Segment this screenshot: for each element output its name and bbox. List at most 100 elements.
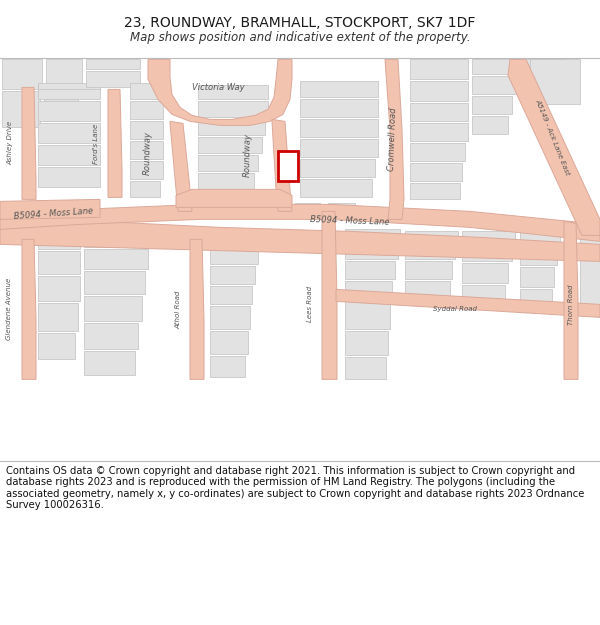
Polygon shape bbox=[84, 296, 142, 321]
Polygon shape bbox=[336, 289, 600, 318]
Polygon shape bbox=[322, 211, 337, 379]
Polygon shape bbox=[38, 168, 100, 187]
Polygon shape bbox=[525, 59, 565, 69]
Polygon shape bbox=[38, 146, 100, 166]
Text: Map shows position and indicative extent of the property.: Map shows position and indicative extent… bbox=[130, 31, 470, 44]
Polygon shape bbox=[84, 351, 135, 376]
Polygon shape bbox=[84, 229, 148, 248]
Polygon shape bbox=[520, 289, 552, 309]
Polygon shape bbox=[130, 181, 160, 198]
Polygon shape bbox=[84, 271, 145, 294]
Polygon shape bbox=[472, 76, 516, 94]
Polygon shape bbox=[130, 141, 163, 159]
Polygon shape bbox=[210, 246, 258, 264]
Polygon shape bbox=[86, 71, 140, 88]
Polygon shape bbox=[38, 229, 80, 249]
Polygon shape bbox=[405, 281, 450, 303]
Polygon shape bbox=[22, 239, 36, 379]
Polygon shape bbox=[38, 251, 80, 274]
Polygon shape bbox=[170, 121, 192, 211]
Polygon shape bbox=[38, 276, 80, 301]
Polygon shape bbox=[410, 183, 460, 199]
Text: Ford's Lane: Ford's Lane bbox=[93, 123, 99, 164]
Polygon shape bbox=[345, 281, 392, 299]
Polygon shape bbox=[405, 231, 458, 241]
Polygon shape bbox=[410, 163, 462, 181]
Text: 23, ROUNDWAY, BRAMHALL, STOCKPORT, SK7 1DF: 23, ROUNDWAY, BRAMHALL, STOCKPORT, SK7 1… bbox=[124, 16, 476, 29]
Polygon shape bbox=[190, 239, 204, 379]
Polygon shape bbox=[44, 89, 78, 121]
Text: Contains OS data © Crown copyright and database right 2021. This information is : Contains OS data © Crown copyright and d… bbox=[6, 466, 584, 511]
Polygon shape bbox=[210, 229, 260, 244]
Polygon shape bbox=[46, 59, 82, 84]
Polygon shape bbox=[405, 243, 455, 259]
Polygon shape bbox=[410, 103, 468, 121]
Polygon shape bbox=[130, 83, 163, 99]
Polygon shape bbox=[328, 203, 355, 214]
Text: Roundway: Roundway bbox=[243, 133, 253, 178]
Polygon shape bbox=[472, 116, 508, 134]
Polygon shape bbox=[508, 59, 600, 236]
Polygon shape bbox=[295, 203, 320, 214]
Polygon shape bbox=[525, 71, 560, 88]
Polygon shape bbox=[462, 286, 505, 306]
Polygon shape bbox=[38, 303, 78, 331]
Polygon shape bbox=[410, 59, 468, 79]
Polygon shape bbox=[84, 323, 138, 349]
Text: A5149 - Ack Lane East: A5149 - Ack Lane East bbox=[535, 98, 571, 176]
Polygon shape bbox=[300, 139, 378, 158]
Polygon shape bbox=[176, 189, 292, 208]
Text: Cromwell Road: Cromwell Road bbox=[388, 107, 398, 171]
Polygon shape bbox=[410, 143, 465, 161]
Polygon shape bbox=[38, 101, 100, 121]
Polygon shape bbox=[198, 156, 258, 171]
Polygon shape bbox=[86, 59, 140, 69]
Text: Roundway: Roundway bbox=[143, 131, 153, 176]
Polygon shape bbox=[300, 119, 378, 138]
Text: Lees Road: Lees Road bbox=[307, 286, 313, 322]
Polygon shape bbox=[38, 123, 100, 143]
Polygon shape bbox=[472, 96, 512, 114]
Polygon shape bbox=[472, 59, 520, 74]
Polygon shape bbox=[198, 138, 262, 153]
Polygon shape bbox=[0, 204, 600, 241]
Polygon shape bbox=[210, 306, 250, 329]
Polygon shape bbox=[0, 199, 100, 219]
Polygon shape bbox=[385, 59, 404, 219]
Polygon shape bbox=[410, 123, 468, 141]
Polygon shape bbox=[462, 263, 508, 283]
Polygon shape bbox=[345, 229, 400, 241]
Polygon shape bbox=[580, 229, 600, 311]
Polygon shape bbox=[148, 59, 292, 126]
Polygon shape bbox=[564, 221, 578, 379]
Polygon shape bbox=[300, 179, 372, 198]
Polygon shape bbox=[0, 221, 600, 261]
Polygon shape bbox=[130, 161, 163, 179]
Polygon shape bbox=[22, 88, 36, 199]
Polygon shape bbox=[198, 119, 265, 136]
Polygon shape bbox=[210, 356, 245, 377]
Polygon shape bbox=[210, 266, 255, 284]
Polygon shape bbox=[84, 249, 148, 269]
Polygon shape bbox=[520, 231, 560, 248]
Text: Thorn Road: Thorn Road bbox=[568, 284, 574, 324]
Text: Victoria Way: Victoria Way bbox=[191, 83, 244, 92]
Polygon shape bbox=[520, 249, 557, 266]
Polygon shape bbox=[462, 231, 515, 243]
Polygon shape bbox=[108, 89, 122, 198]
Polygon shape bbox=[345, 331, 388, 356]
Polygon shape bbox=[210, 286, 252, 304]
Polygon shape bbox=[38, 83, 100, 89]
Polygon shape bbox=[210, 331, 248, 354]
Polygon shape bbox=[130, 121, 163, 139]
Text: Ashley Drive: Ashley Drive bbox=[7, 121, 13, 166]
Polygon shape bbox=[345, 261, 395, 279]
Polygon shape bbox=[462, 246, 512, 261]
Polygon shape bbox=[198, 86, 268, 99]
Polygon shape bbox=[2, 91, 40, 128]
Polygon shape bbox=[300, 159, 375, 177]
Polygon shape bbox=[130, 101, 163, 119]
Polygon shape bbox=[2, 59, 42, 89]
Polygon shape bbox=[520, 268, 554, 288]
Polygon shape bbox=[38, 84, 100, 99]
